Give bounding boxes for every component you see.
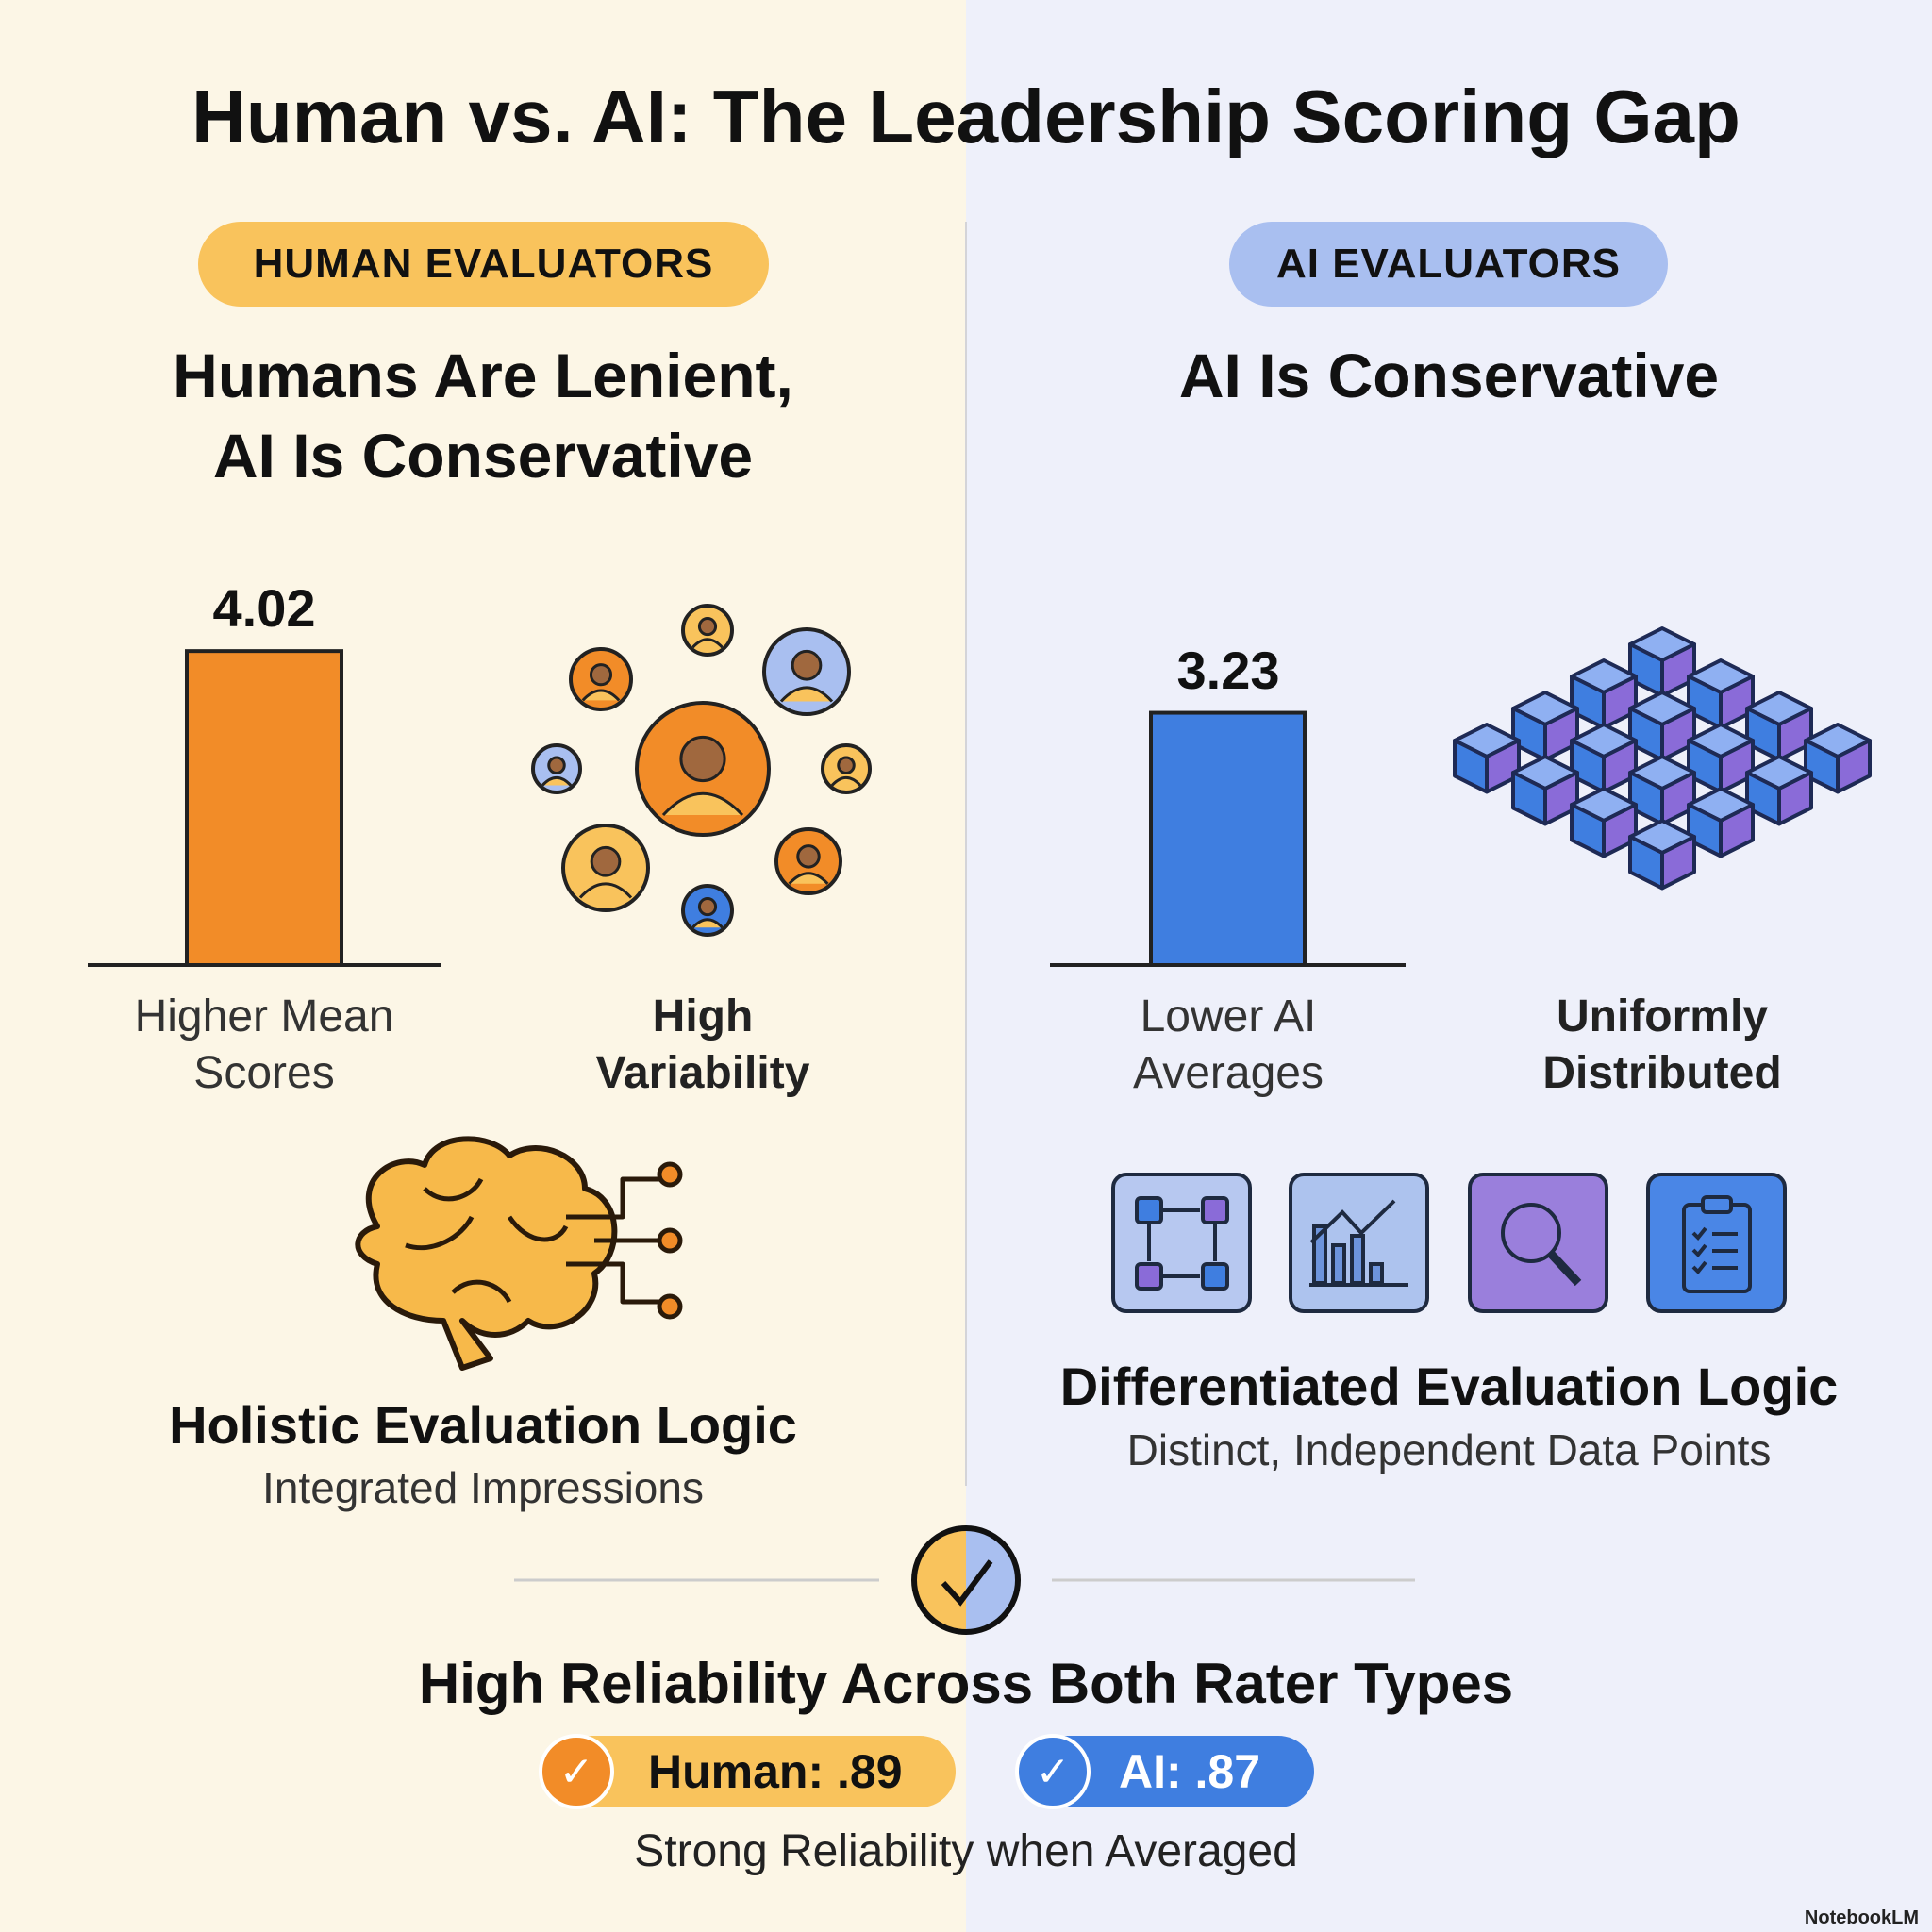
differentiated-logic-title: Differentiated Evaluation Logic (1059, 1357, 1839, 1416)
reliability-caption: Strong Reliability when Averaged (634, 1826, 1298, 1876)
holistic-logic-title: Holistic Evaluation Logic (169, 1395, 797, 1455)
people-cluster-icon (531, 604, 872, 937)
variability-caption-line1: High (652, 991, 754, 1041)
human-heading-line1: Humans Are Lenient, (173, 341, 793, 410)
human-mean-label: 4.02 (212, 578, 316, 639)
cube-icon (1628, 819, 1696, 891)
ai-bar-caption-line1: Lower AI (1140, 991, 1317, 1041)
human-evaluators-badge: HUMAN EVALUATORS (198, 222, 769, 307)
cube-icon (1687, 787, 1755, 858)
cube-icon (1687, 723, 1755, 794)
person-avatar-icon (561, 824, 650, 912)
ai-mean-label: 3.23 (1176, 640, 1280, 700)
cube-icon (1511, 691, 1579, 762)
holistic-logic-subtitle: Integrated Impressions (262, 1463, 704, 1512)
human-heading-line2: AI Is Conservative (212, 421, 754, 491)
ai-reliability-label: AI: .87 (1119, 1745, 1261, 1798)
person-avatar-icon (774, 827, 842, 895)
person-avatar-icon (531, 743, 582, 794)
cube-icon (1570, 787, 1638, 858)
ai-bar-caption-line2: Averages (1133, 1048, 1324, 1098)
cube-icon (1628, 755, 1696, 826)
variability-caption-line2: Variability (595, 1048, 810, 1098)
flow-cycle-icon (1111, 1173, 1252, 1313)
ai-heading: AI Is Conservative (1178, 341, 1720, 410)
cube-icon (1804, 723, 1872, 794)
cube-icon (1628, 626, 1696, 698)
cube-icon (1687, 658, 1755, 730)
magnifier-icon (1468, 1173, 1608, 1313)
human-bar-caption-line1: Higher Mean (134, 991, 394, 1041)
reliability-check-icon (911, 1525, 1021, 1635)
person-avatar-icon (569, 647, 633, 711)
notebooklm-watermark: NotebookLM (1804, 1907, 1919, 1928)
page-title: Human vs. AI: The Leadership Scoring Gap (192, 75, 1740, 158)
distribution-caption-line2: Distributed (1542, 1048, 1782, 1098)
cube-icon (1453, 723, 1521, 794)
center-divider (965, 222, 967, 1486)
human-mean-bar (185, 649, 343, 967)
human-bar-caption-line2: Scores (193, 1048, 335, 1098)
ai-reliability-pill: ✓ AI: .87 (1015, 1734, 1314, 1809)
check-icon: ✓ (1015, 1734, 1091, 1809)
cube-icon (1745, 691, 1813, 762)
bar-chart-trend-icon (1289, 1173, 1429, 1313)
cube-grid-icon (1453, 626, 1872, 891)
ai-mean-bar (1149, 710, 1307, 968)
human-reliability-pill: ✓ Human: .89 (539, 1734, 956, 1809)
cube-icon (1570, 658, 1638, 730)
ai-evaluators-badge: AI EVALUATORS (1229, 222, 1668, 307)
cube-icon (1628, 691, 1696, 762)
cube-icon (1570, 723, 1638, 794)
differentiated-logic-subtitle: Distinct, Independent Data Points (1126, 1425, 1772, 1474)
person-avatar-icon (635, 701, 771, 837)
check-icon: ✓ (539, 1734, 614, 1809)
human-reliability-label: Human: .89 (648, 1745, 903, 1798)
cube-icon (1511, 755, 1579, 826)
person-avatar-icon (681, 884, 734, 937)
person-avatar-icon (821, 743, 872, 794)
person-avatar-icon (681, 604, 734, 657)
checklist-clipboard-icon (1646, 1173, 1787, 1313)
cube-icon (1745, 755, 1813, 826)
distribution-caption-line1: Uniformly (1556, 991, 1769, 1041)
reliability-title: High Reliability Across Both Rater Types (418, 1652, 1514, 1715)
brain-network-icon (355, 1136, 683, 1371)
person-avatar-icon (762, 627, 851, 716)
